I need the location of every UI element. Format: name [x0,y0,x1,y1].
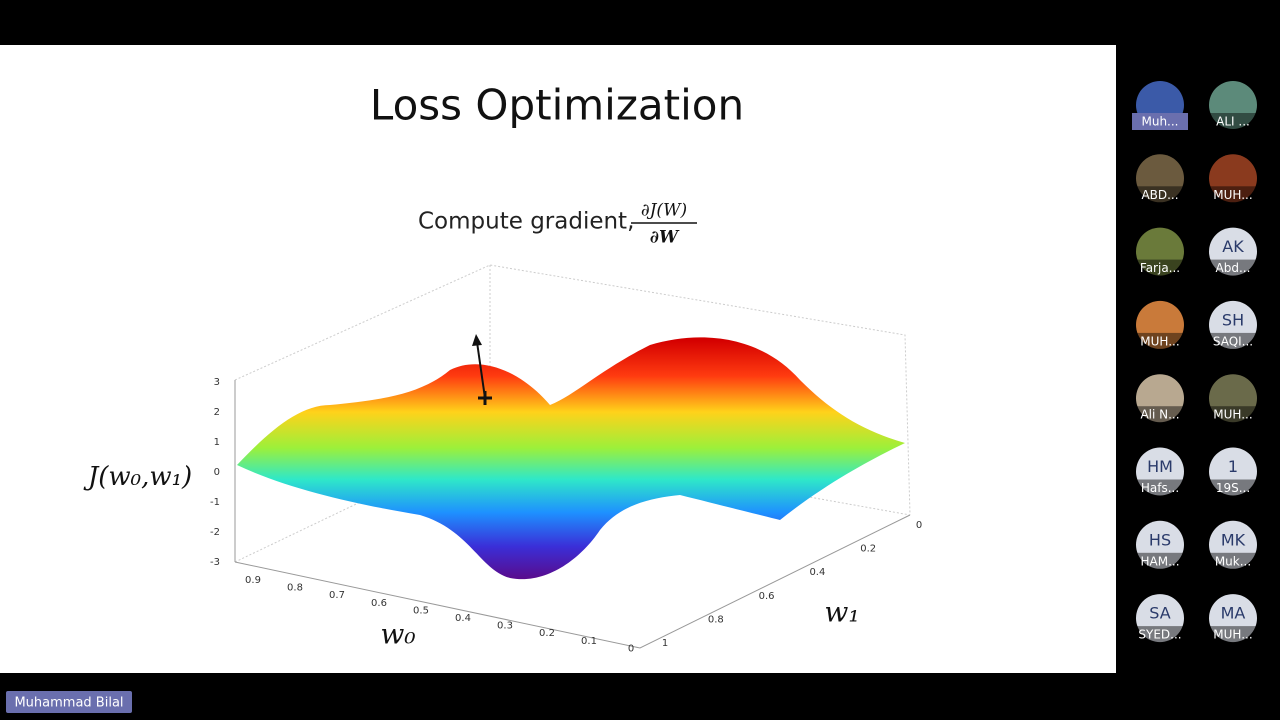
participant-name-bg [1205,186,1261,204]
z-tick-label: 2 [214,407,220,418]
participant-initials: 1 [1228,457,1238,476]
participant-name: Ali N... [1140,408,1179,422]
z-tick-label: -3 [210,557,220,568]
participant-name: HAM... [1140,554,1179,568]
w0-tick-label: 0 [628,643,634,654]
participant-initials: SA [1149,604,1170,623]
z-tick-label: 0 [214,467,220,478]
participant-name: Muh... [1141,115,1178,129]
participant-avatar[interactable] [1136,154,1184,203]
fraction-numerator: ∂J(W) [641,201,687,221]
w0-tick-label: 0.4 [455,613,471,624]
participant-name-bg [1205,626,1261,644]
w1-tick-label: 0 [916,520,922,531]
z-tick-label: 1 [214,437,220,448]
participant-name: MUH... [1213,408,1252,422]
w1-tick-label: 0.4 [809,567,825,578]
participant-name: Muk... [1215,554,1251,568]
w0-tick-label: 0.2 [539,628,555,639]
participant-name: SYED... [1138,628,1181,642]
participant-avatar[interactable] [1209,81,1257,129]
w1-tick-label: 0.2 [860,544,876,555]
participant-avatar[interactable] [1136,447,1184,496]
gradient-text: Compute gradient, [418,209,634,235]
w0-tick-label: 0.9 [245,575,261,586]
participant-avatar[interactable] [1209,447,1257,496]
participant-name: MUH... [1213,628,1252,642]
w1-tick-label: 0.8 [708,614,724,625]
participant-avatar[interactable] [1136,300,1184,349]
w0-tick-label: 0.3 [497,621,513,632]
participant-name-bg [1132,626,1188,644]
w1-tick-label: 1 [662,638,668,649]
participant-initials: HM [1147,457,1173,476]
participant-name-bg [1205,113,1261,130]
z-tick-label: -2 [210,527,220,538]
participant-avatar[interactable] [1209,374,1257,423]
w0-tick-label: 0.1 [581,636,597,647]
participant-initials: HS [1149,530,1171,549]
gradient-arrow [476,341,486,399]
speaker-badge [6,691,132,713]
w0-axis-label: w₀ [380,618,415,651]
participant-name: Hafs... [1141,481,1179,495]
z-tick-label: -1 [210,497,220,508]
w1-axis-label: w₁ [824,596,859,629]
arrow-head [472,334,482,346]
participant-name-bg [1132,259,1188,277]
loss-surface [237,337,905,580]
participant-name: 19S... [1216,481,1250,495]
participant-name-bg [1205,552,1261,570]
participant-avatar[interactable] [1209,227,1257,276]
speaker-name: Muhammad Bilal [14,696,123,711]
fraction-denominator: ∂W [650,228,680,248]
z-tick-label: 3 [214,377,220,388]
participant-name-bg [1132,552,1188,570]
w1-tick-label: 0.6 [759,591,775,602]
participant-name-bg [1132,479,1188,497]
participant-name-bg [1205,332,1261,350]
z-axis-label: J(w₀,w₁) [83,462,192,492]
participant-name: ABD... [1141,188,1178,202]
w0-tick-label: 0.8 [287,583,303,594]
point-marker [478,391,492,405]
w0-tick-label: 0.5 [413,605,429,616]
participant-name-bg [1132,113,1188,130]
w0-tick-label: 0.7 [329,590,345,601]
participant-name: Abd... [1216,261,1251,275]
participant-initials: SH [1222,310,1244,329]
participant-avatar[interactable] [1136,594,1184,643]
participant-avatar[interactable] [1209,520,1257,569]
participant-name-bg [1132,186,1188,204]
participant-avatar[interactable] [1136,374,1184,423]
participant-avatar[interactable] [1209,154,1257,203]
participant-avatar[interactable] [1136,520,1184,569]
participant-avatar[interactable] [1136,227,1184,276]
participant-name-bg [1205,406,1261,424]
slide-title: Loss Optimization [370,81,744,130]
participant-initials: AK [1222,237,1244,256]
slide [0,45,1116,673]
w0-tick-label: 0.6 [371,598,387,609]
participant-name: MUH... [1213,188,1252,202]
participant-name: ALI ... [1216,115,1250,129]
participant-name: Farja... [1140,261,1180,275]
participant-name: MUH... [1140,334,1179,348]
participant-initials: MK [1221,530,1246,549]
participant-name-bg [1132,332,1188,350]
participant-name-bg [1205,479,1261,497]
participant-name-bg [1205,259,1261,277]
participant-initials: MA [1221,604,1246,623]
participant-avatar[interactable] [1209,594,1257,643]
participant-avatar[interactable] [1209,300,1257,349]
participant-name-bg [1132,406,1188,424]
participant-name: SAQI... [1213,334,1253,348]
